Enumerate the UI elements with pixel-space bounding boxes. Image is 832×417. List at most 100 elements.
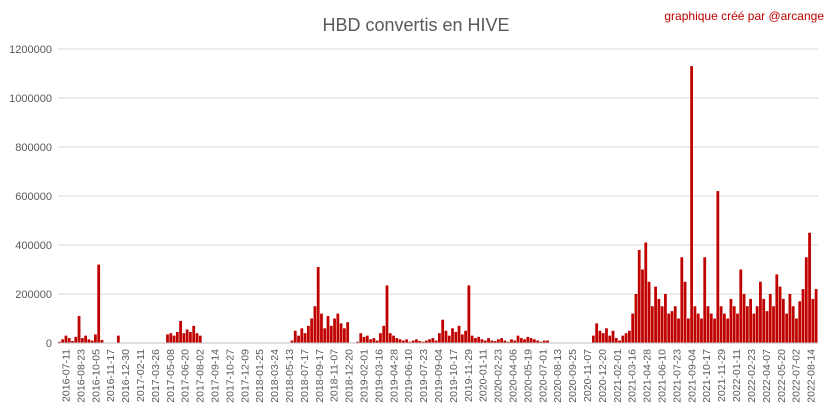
bar: [395, 338, 399, 343]
x-tick-label: 2021-11-29: [716, 349, 728, 402]
bar: [97, 264, 101, 343]
bar: [451, 328, 454, 343]
bar: [729, 298, 733, 343]
chart-title: HBD convertis en HIVE: [322, 15, 509, 35]
bar: [536, 340, 540, 343]
x-tick-label: 2021-07-23: [671, 349, 683, 403]
x-tick-label: 2017-06-20: [180, 349, 192, 403]
x-tick-label: 2016-12-30: [120, 349, 132, 403]
bar: [772, 306, 775, 343]
bar: [523, 339, 526, 343]
bar: [313, 306, 317, 343]
bar: [749, 298, 752, 343]
x-tick-label: 2020-01-11: [478, 349, 490, 402]
bar: [189, 331, 192, 343]
bar: [90, 340, 94, 343]
bar: [621, 335, 625, 343]
bar: [441, 319, 445, 343]
bar: [696, 313, 700, 343]
bar: [526, 336, 530, 344]
x-tick-label: 2017-02-11: [135, 349, 147, 402]
bar: [755, 306, 759, 343]
x-tick-label: 2022-08-14: [806, 349, 818, 403]
bar: [346, 322, 350, 343]
bar: [765, 311, 769, 343]
bar: [323, 328, 327, 343]
bar: [700, 318, 703, 343]
bar: [739, 269, 743, 343]
bar: [74, 336, 78, 344]
x-tick-label: 2022-04-07: [761, 349, 773, 403]
x-tick-label: 2022-02-23: [746, 349, 758, 403]
bar: [64, 335, 68, 343]
bar: [474, 338, 477, 343]
y-tick-label: 800000: [15, 142, 52, 154]
bar: [369, 339, 372, 343]
bar: [618, 340, 621, 343]
bar: [647, 281, 651, 343]
bar: [365, 335, 369, 343]
x-tick-label: 2020-05-19: [522, 349, 534, 403]
bar: [516, 335, 520, 343]
bar: [644, 242, 648, 343]
x-tick-label: 2019-06-10: [403, 349, 415, 403]
bar: [172, 335, 176, 343]
bar: [444, 330, 448, 343]
bar: [631, 313, 635, 343]
bar: [326, 316, 330, 343]
x-tick-label: 2020-11-07: [582, 349, 594, 402]
bar: [179, 320, 182, 343]
bar: [316, 267, 320, 343]
x-tick-label: 2016-08-23: [75, 349, 87, 403]
bar: [356, 341, 359, 343]
x-tick-label: 2017-12-09: [239, 349, 251, 403]
bar: [58, 341, 61, 343]
bar: [460, 334, 464, 343]
bar: [768, 294, 772, 343]
x-axis-ticks: 2016-07-11 2016-08-23 2016-10-05 2016-11-17…: [60, 349, 817, 403]
bar: [628, 330, 631, 343]
bar: [703, 257, 707, 343]
x-tick-label: 2019-07-23: [418, 349, 430, 403]
bar: [713, 318, 716, 343]
bar: [605, 328, 608, 343]
bar: [343, 328, 346, 343]
x-tick-label: 2018-05-13: [284, 349, 296, 403]
x-tick-label: 2019-02-01: [358, 349, 370, 403]
x-tick-label: 2018-12-20: [344, 349, 356, 403]
bar: [333, 318, 336, 343]
bar: [736, 313, 739, 343]
bar: [634, 294, 638, 343]
bar: [801, 289, 805, 343]
bar: [595, 323, 599, 343]
bar: [182, 333, 186, 343]
x-tick-label: 2017-03-26: [150, 349, 162, 403]
bar: [310, 318, 314, 343]
y-tick-label: 0: [46, 338, 52, 350]
bar: [467, 285, 471, 343]
bar: [454, 331, 458, 343]
bar: [447, 335, 451, 343]
bar: [654, 286, 657, 343]
x-tick-label: 2020-12-20: [597, 349, 609, 403]
bar: [496, 339, 500, 343]
x-tick-label: 2019-11-29: [463, 349, 475, 402]
bar: [464, 330, 467, 343]
x-tick-label: 2017-08-02: [195, 349, 207, 403]
bar: [477, 336, 481, 344]
bar: [457, 325, 461, 343]
bar: [683, 281, 687, 343]
bar: [778, 286, 782, 343]
bar: [398, 339, 402, 343]
x-tick-label: 2019-04-28: [388, 349, 400, 403]
x-tick-label: 2021-02-01: [612, 349, 624, 403]
bar: [641, 269, 644, 343]
bar: [116, 335, 120, 343]
bar: [775, 274, 779, 343]
x-tick-label: 2021-04-28: [642, 349, 654, 403]
bar: [657, 298, 661, 343]
bar: [611, 330, 615, 343]
bar: [470, 335, 474, 343]
x-tick-label: 2022-01-11: [731, 349, 743, 402]
bar: [804, 257, 808, 343]
